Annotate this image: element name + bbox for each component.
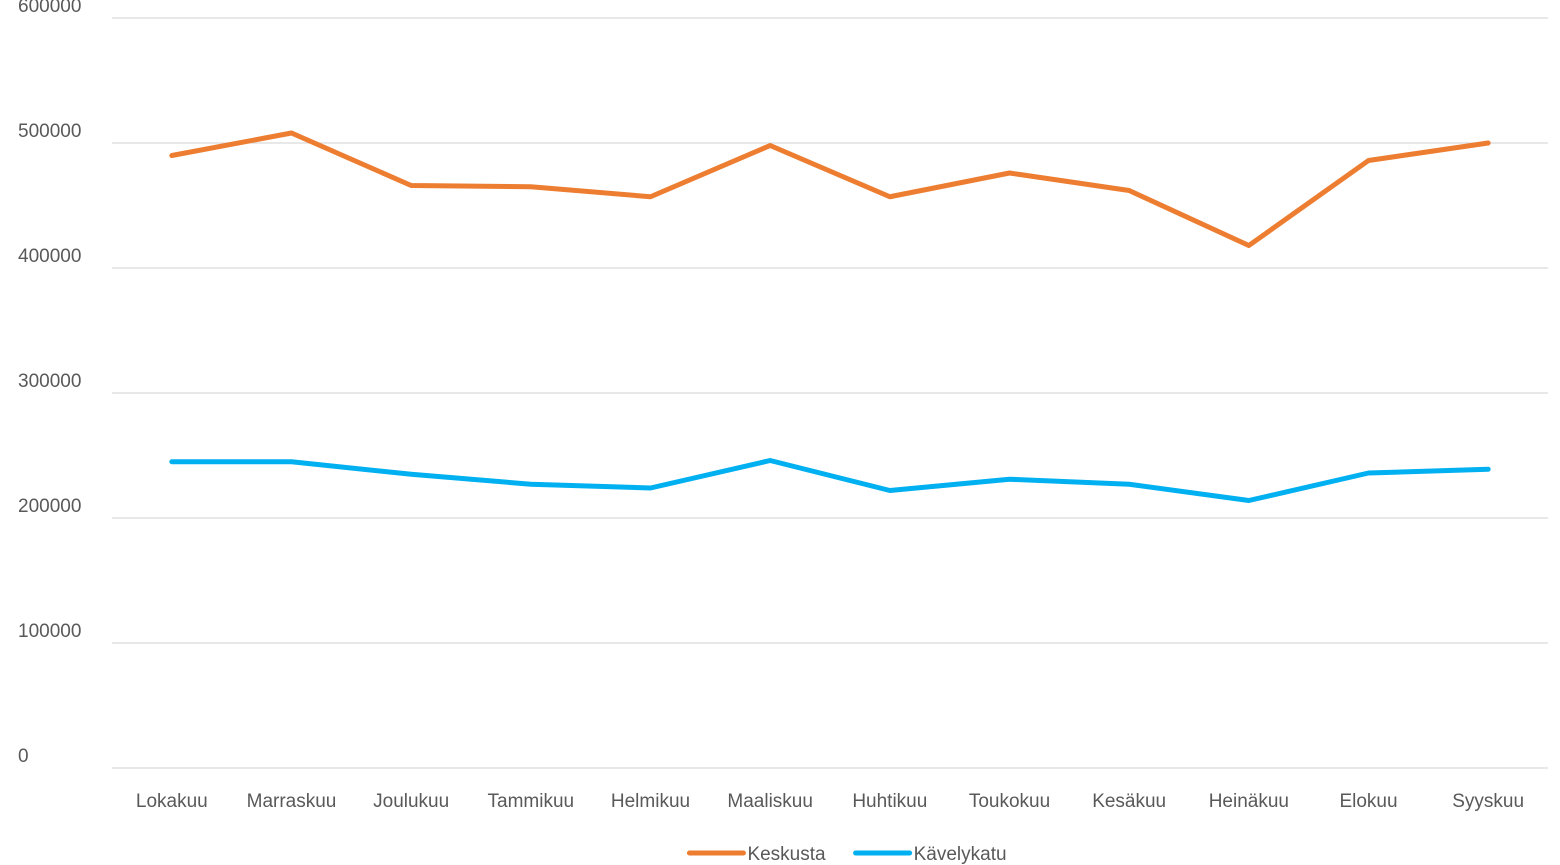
x-tick-label: Huhtikuu (852, 791, 927, 812)
series-line (169, 130, 1491, 248)
x-tick-label: Marraskuu (247, 791, 337, 812)
y-tick-label: 400000 (18, 246, 81, 267)
series-line (169, 458, 1491, 503)
y-tick-label: 600000 (18, 0, 81, 17)
y-tick-label: 200000 (18, 496, 81, 517)
x-tick-label: Tammikuu (488, 791, 575, 812)
x-tick-label: Lokakuu (136, 791, 208, 812)
x-tick-label: Kesäkuu (1092, 791, 1166, 812)
y-tick-label: 100000 (18, 621, 81, 642)
x-tick-label: Toukokuu (969, 791, 1050, 812)
legend-label: Kävelykatu (914, 844, 1007, 865)
x-tick-label: Joulukuu (373, 791, 449, 812)
x-tick-label: Maaliskuu (727, 791, 813, 812)
y-tick-label: 300000 (18, 371, 81, 392)
x-tick-label: Syyskuu (1452, 791, 1524, 812)
x-tick-label: Heinäkuu (1209, 791, 1289, 812)
y-tick-label: 500000 (18, 121, 81, 142)
y-tick-label: 0 (18, 746, 29, 767)
x-tick-label: Helmikuu (611, 791, 690, 812)
legend-label: Keskusta (747, 844, 826, 865)
x-tick-label: Elokuu (1339, 791, 1397, 812)
